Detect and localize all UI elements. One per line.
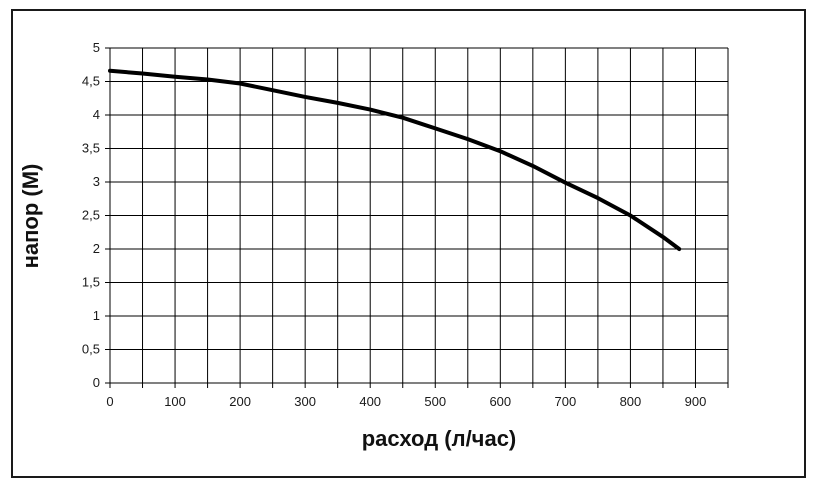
x-tick-label: 300 xyxy=(294,394,316,409)
data-point xyxy=(368,108,372,112)
chart-frame xyxy=(11,9,806,478)
data-point xyxy=(596,196,600,200)
data-point xyxy=(498,149,502,153)
data-point xyxy=(336,101,340,105)
data-point xyxy=(303,95,307,99)
y-tick-label: 0,5 xyxy=(82,342,100,357)
data-point xyxy=(238,81,242,86)
y-tick-label: 1 xyxy=(93,308,100,323)
x-tick-label: 500 xyxy=(424,394,446,409)
x-tick-label: 800 xyxy=(620,394,642,409)
x-tick-label: 100 xyxy=(164,394,186,409)
y-tick-labels: 0 0,5 1 1,5 2 2,5 3 3,5 4 4,5 5 xyxy=(82,40,100,390)
data-point xyxy=(677,247,681,251)
y-tick-label: 1,5 xyxy=(82,275,100,290)
data-point xyxy=(563,181,567,185)
x-tick-labels: 0 100 200 300 400 500 600 700 800 900 xyxy=(106,394,706,409)
y-tick-label: 3,5 xyxy=(82,141,100,156)
y-tick-label: 0 xyxy=(93,375,100,390)
y-axis-title: напор (М) xyxy=(18,164,43,269)
data-point xyxy=(466,137,470,141)
x-tick-label: 200 xyxy=(229,394,251,409)
y-tick-label: 2 xyxy=(93,241,100,256)
data-point xyxy=(108,69,112,73)
x-tick-label: 600 xyxy=(489,394,511,409)
x-tick-label: 700 xyxy=(555,394,577,409)
x-tick-label: 400 xyxy=(359,394,381,409)
data-point xyxy=(271,88,275,92)
series-group xyxy=(108,68,682,251)
x-tick-label: 900 xyxy=(685,394,707,409)
data-point xyxy=(531,164,535,168)
y-tick-label: 2,5 xyxy=(82,208,100,223)
y-tick-label: 4 xyxy=(93,107,100,122)
data-point xyxy=(433,126,437,130)
data-point xyxy=(205,77,210,82)
data-point xyxy=(661,235,665,239)
y-tick-label: 5 xyxy=(93,40,100,55)
series-line xyxy=(108,68,682,251)
y-tick-label: 3 xyxy=(93,174,100,189)
x-tick-label: 0 xyxy=(106,394,113,409)
y-tick-label: 4,5 xyxy=(82,74,100,89)
data-point xyxy=(628,213,633,218)
data-point xyxy=(140,71,145,76)
x-axis-title: расход (л/час) xyxy=(362,426,517,451)
data-point xyxy=(173,75,177,79)
data-point xyxy=(401,116,405,120)
